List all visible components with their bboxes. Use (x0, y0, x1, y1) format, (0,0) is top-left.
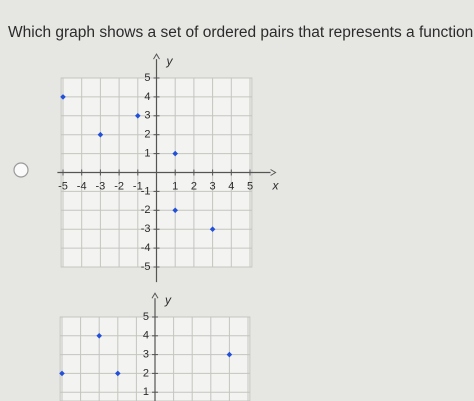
data-point (172, 150, 178, 157)
y-tick-label: 3 (144, 110, 150, 122)
x-tick-label: 4 (228, 180, 234, 192)
x-tick-label: -4 (77, 180, 87, 192)
x-tick-label: -1 (133, 180, 143, 192)
x-tick-label: 3 (210, 180, 216, 192)
y-tick-label: 2 (144, 129, 150, 141)
y-tick-label: 5 (144, 72, 150, 84)
y-tick-label: -4 (141, 242, 151, 254)
x-tick-label: -5 (58, 180, 68, 192)
data-point (60, 94, 66, 100)
y-tick-label: 5 (143, 311, 149, 323)
data-point (135, 113, 141, 119)
y-tick-label: -5 (141, 261, 151, 273)
x-tick-label: -2 (114, 180, 124, 192)
x-axis-arrow (270, 169, 277, 176)
data-point (96, 333, 102, 339)
y-axis-arrow (153, 53, 160, 60)
y-axis-label: y (164, 293, 172, 307)
y-tick-label: 4 (144, 91, 150, 103)
y-tick-label: 2 (143, 367, 149, 379)
question-text: Which graph shows a set of ordered pairs… (8, 24, 474, 41)
x-axis-label: x (271, 179, 279, 193)
y-tick-label: 4 (143, 330, 149, 342)
y-tick-label: 1 (143, 386, 149, 398)
y-tick-label: -3 (141, 223, 151, 235)
x-tick-label: 2 (191, 180, 197, 192)
y-tick-label: -2 (141, 204, 151, 216)
x-tick-label: -3 (96, 180, 106, 192)
x-tick-label: 5 (247, 180, 253, 192)
y-axis-label: y (166, 54, 174, 68)
y-tick-label: 3 (143, 349, 149, 361)
y-tick-label: 1 (144, 148, 150, 160)
data-point (59, 370, 65, 377)
data-point (172, 207, 178, 214)
x-tick-label: 1 (172, 180, 178, 192)
data-point (209, 226, 216, 232)
data-point (226, 351, 233, 358)
data-point (115, 370, 121, 377)
y-tick-label: -1 (141, 185, 151, 197)
data-point (97, 131, 104, 138)
radio-button[interactable] (13, 162, 29, 178)
y-axis-arrow (151, 292, 159, 299)
